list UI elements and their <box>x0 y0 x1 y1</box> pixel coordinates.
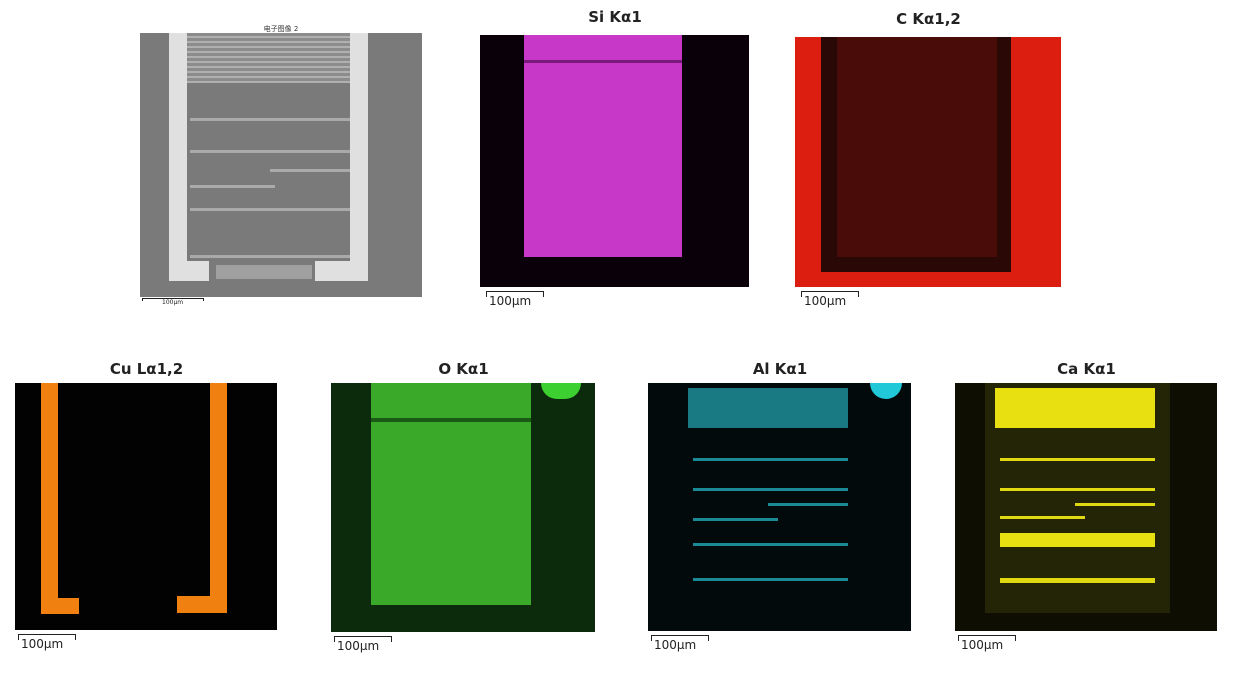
map-al: Al Kα1 100µm <box>648 360 912 660</box>
map-c: C Kα1,2 100µm <box>795 10 1062 310</box>
sem-image <box>140 33 422 297</box>
map-si: Si Kα1 100µm <box>480 8 750 308</box>
sem-title: 电子图像 2 <box>263 25 299 33</box>
sem-panel: 电子图像 2 100µm <box>140 20 422 310</box>
map-title: Cu Lα1,2 <box>109 360 184 378</box>
map-cu: Cu Lα1,2 100µm <box>15 360 278 660</box>
cu-map-image <box>15 383 277 630</box>
map-ca: Ca Kα1 100µm <box>955 360 1218 660</box>
o-map-image <box>331 383 595 632</box>
c-map-image <box>795 37 1061 287</box>
al-map-image <box>648 383 911 631</box>
map-title: C Kα1,2 <box>896 10 961 28</box>
map-title: Al Kα1 <box>752 360 808 378</box>
si-map-image <box>480 35 749 287</box>
map-title: O Kα1 <box>438 360 489 378</box>
map-o: O Kα1 100µm <box>331 360 596 660</box>
map-title: Si Kα1 <box>588 8 642 26</box>
ca-map-image <box>955 383 1217 631</box>
map-title: Ca Kα1 <box>1057 360 1116 378</box>
